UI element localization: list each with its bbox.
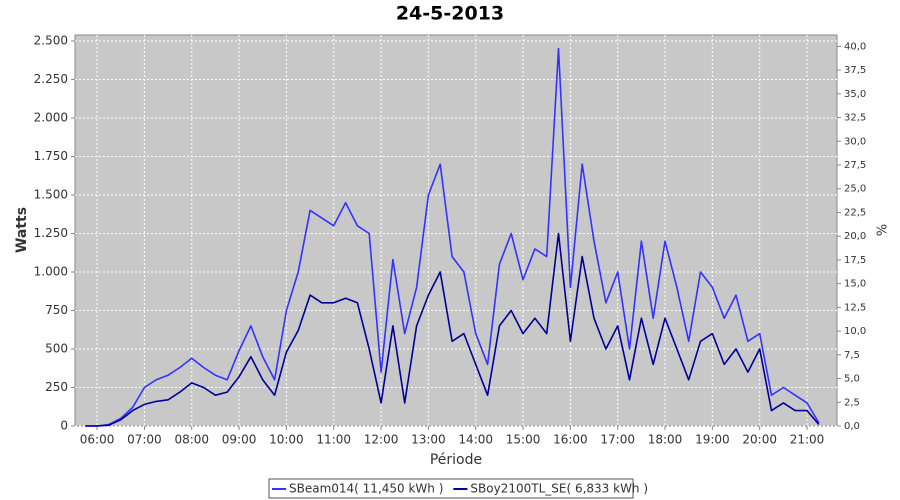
y-tick-label: 2.000	[34, 111, 68, 125]
x-tick-label: 09:00	[222, 433, 257, 447]
series-line	[85, 47, 820, 427]
y2-tick-label: 12,5	[844, 302, 866, 313]
x-tick-label: 10:00	[269, 433, 304, 447]
y2-tick-label: 37,5	[844, 65, 866, 76]
y2-axis-label: %	[873, 224, 888, 236]
y2-tick-label: 25,0	[844, 184, 866, 195]
y2-tick-label: 0,0	[844, 421, 860, 432]
x-tick-label: 17:00	[600, 433, 635, 447]
y2-tick-label: 27,5	[844, 160, 866, 171]
x-tick-label: 07:00	[127, 433, 162, 447]
x-tick-label: 19:00	[695, 433, 730, 447]
x-tick-label: 20:00	[742, 433, 777, 447]
y2-tick-label: 30,0	[844, 136, 866, 147]
y-tick-label: 1.500	[34, 188, 68, 202]
y-tick-label: 1.750	[34, 149, 68, 163]
y2-tick-label: 10,0	[844, 326, 866, 337]
x-tick-label: 08:00	[174, 433, 209, 447]
x-tick-label: 16:00	[553, 433, 588, 447]
legend-label: SBeam014( 11,450 kWh )	[289, 482, 443, 496]
y2-tick-label: 15,0	[844, 279, 866, 290]
y-tick-label: 2.250	[34, 72, 68, 86]
x-tick-label: 21:00	[790, 433, 825, 447]
y2-tick-label: 2,5	[844, 397, 860, 408]
y-tick-label: 250	[45, 380, 68, 394]
x-axis-label: Période	[430, 452, 482, 468]
y2-tick-label: 5,0	[844, 374, 860, 385]
y-tick-label: 0	[60, 419, 68, 433]
legend-label: SBoy2100TL_SE( 6,833 kWh )	[470, 482, 648, 496]
y2-tick-label: 40,0	[844, 41, 866, 52]
y-tick-label: 1.000	[34, 265, 68, 279]
x-tick-label: 18:00	[648, 433, 683, 447]
y-tick-label: 1.250	[34, 226, 68, 240]
y2-tick-label: 35,0	[844, 89, 866, 100]
x-tick-label: 12:00	[364, 433, 399, 447]
y2-tick-label: 22,5	[844, 207, 866, 218]
chart-title: 24-5-2013	[396, 3, 504, 25]
x-tick-label: 06:00	[80, 433, 115, 447]
legend	[268, 478, 634, 499]
y-tick-label: 750	[45, 303, 68, 317]
x-tick-label: 11:00	[316, 433, 351, 447]
y-axis-label: Watts	[14, 207, 30, 253]
y-tick-label: 500	[45, 342, 68, 356]
x-tick-label: 14:00	[458, 433, 493, 447]
y2-tick-label: 17,5	[844, 255, 866, 266]
plot-area	[74, 34, 838, 427]
y-tick-label: 2.500	[34, 34, 68, 48]
y2-tick-label: 20,0	[844, 231, 866, 242]
y2-tick-label: 7,5	[844, 350, 860, 361]
x-tick-label: 15:00	[506, 433, 541, 447]
x-tick-label: 13:00	[411, 433, 446, 447]
series-line	[85, 232, 820, 427]
y2-tick-label: 32,5	[844, 113, 866, 124]
